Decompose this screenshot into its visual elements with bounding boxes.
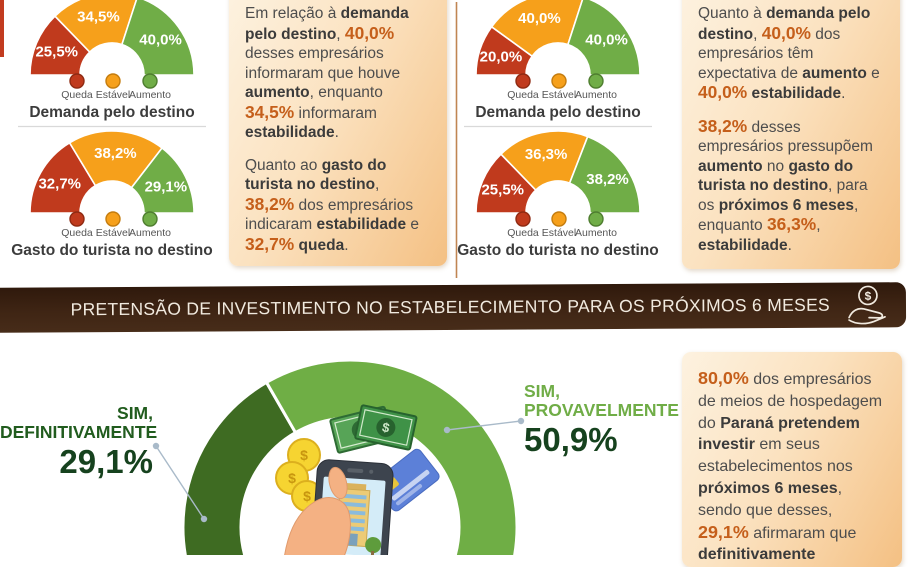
- donut-segment-definitivamente: [181, 380, 298, 555]
- paragraph-demanda-expectativa: Quanto à demanda pelo destino, 40,0% dos…: [698, 5, 880, 102]
- gauge-title: Gasto do turista no destino: [11, 242, 213, 259]
- gauge-value-label: 25,5%: [481, 182, 524, 199]
- svg-text:$: $: [303, 488, 311, 504]
- gauge-segment-estável: [68, 130, 164, 189]
- svg-text:$: $: [288, 470, 296, 486]
- section-banner: PRETENSÃO DE INVESTIMENTO NO ESTABELECIM…: [0, 282, 907, 333]
- gauge-segment-aumento: [566, 0, 641, 76]
- money-hand-icon: $: [848, 285, 886, 324]
- legend-dot-aumento: [588, 211, 604, 227]
- callout-line: SIM,: [117, 403, 153, 423]
- gauge-segment-estável: [490, 0, 584, 58]
- gauge-value-label: 36,3%: [525, 146, 568, 163]
- legend-dot-queda: [515, 211, 531, 227]
- legend-label: Queda: [61, 227, 93, 239]
- callout-line: DEFINITIVAMENTE: [0, 422, 158, 442]
- legend-dot-estável: [551, 73, 567, 89]
- gauge-value-label: 25,5%: [35, 44, 78, 61]
- gauge-segment-estável: [499, 130, 589, 192]
- legend-label: Estável: [542, 89, 576, 101]
- gauge-value-label: 29,1%: [145, 179, 188, 196]
- hand-icon: [284, 466, 351, 555]
- paragraph-investimento: 80,0% dos empresários de meios de hosped…: [698, 368, 883, 564]
- callout-line: SIM,: [524, 381, 560, 401]
- legend-label: Estável: [96, 89, 130, 101]
- summary-box-investimento: 80,0% dos empresários de meios de hosped…: [682, 352, 902, 567]
- money-bills-icon: $ $: [329, 404, 418, 454]
- legend-dot-aumento: [142, 211, 158, 227]
- legend-label: Aumento: [129, 89, 171, 101]
- label-sim-definitivamente: SIM, DEFINITIVAMENTE 29,1%: [0, 403, 158, 480]
- gauge-value-label: 38,2%: [94, 145, 137, 162]
- gauge-segment-estável: [53, 0, 138, 54]
- svg-text:$: $: [381, 419, 392, 435]
- label-sim-provavelmente: SIM, PROVAVELMENTE 50,9%: [524, 382, 724, 457]
- investment-illustration: $ $ $ $ $: [275, 404, 440, 555]
- legend-label: Aumento: [575, 227, 617, 239]
- legend-dot-queda: [515, 73, 531, 89]
- callout-value: 29,1%: [59, 443, 153, 480]
- legend-dot-aumento: [588, 73, 604, 89]
- gauge-title: Gasto do turista no destino: [457, 242, 659, 259]
- legend-dot-estável: [105, 211, 121, 227]
- legend-label: Queda: [61, 89, 93, 101]
- gauge-title: Demanda pelo destino: [29, 104, 194, 121]
- cropped-edge-artifact: [0, 0, 4, 57]
- gauge-value-label: 40,0%: [139, 32, 182, 49]
- summary-box-expectativa: Quanto à demanda pelo destino, 40,0% dos…: [682, 0, 900, 269]
- gauge-value-label: 34,5%: [77, 9, 120, 26]
- gauge-segment-queda: [29, 141, 97, 214]
- legend-label: Estável: [96, 227, 130, 239]
- callout-line: PROVAVELMENTE: [524, 400, 679, 420]
- legend-dot-estável: [105, 73, 121, 89]
- leader-line-provavelmente: [443, 417, 525, 434]
- gauge-value-label: 40,0%: [518, 10, 561, 27]
- summary-box-current: Em relação à demanda pelo destino, 40,0%…: [229, 0, 447, 266]
- legend-label: Aumento: [129, 227, 171, 239]
- legend-dot-queda: [69, 211, 85, 227]
- legend-label: Estável: [542, 227, 576, 239]
- legend-dot-queda: [69, 73, 85, 89]
- gauge-segment-aumento: [130, 146, 195, 214]
- gauges-panel: 25,5%34,5%40,0%Queda EstávelAumentoDemand…: [0, 0, 659, 278]
- legend-dot-aumento: [142, 73, 158, 89]
- coins-icon: $ $ $: [275, 438, 323, 512]
- investment-donut-chart: $ $ $ $ $: [152, 358, 525, 555]
- paragraph-gasto-expectativa: 38,2% desses empresários pressupõem aume…: [698, 115, 873, 254]
- gauge-title: Demanda pelo destino: [475, 104, 640, 121]
- gauge-segment-aumento: [568, 135, 641, 214]
- legend-dot-estável: [551, 211, 567, 227]
- callout-value: 50,9%: [524, 421, 618, 458]
- gauge-segment-aumento: [120, 0, 195, 76]
- svg-text:$: $: [865, 288, 872, 302]
- gauge-value-label: 32,7%: [38, 176, 81, 193]
- leader-line-definitivamente: [152, 442, 208, 523]
- legend-label: Queda: [507, 227, 539, 239]
- legend-label: Aumento: [575, 89, 617, 101]
- gauge-value-label: 20,0%: [480, 48, 523, 65]
- paragraph-demanda-atual: Em relação à demanda pelo destino, 40,0%…: [245, 5, 409, 141]
- section-title: PRETENSÃO DE INVESTIMENTO NO ESTABELECIM…: [70, 294, 831, 320]
- gauge-value-label: 38,2%: [586, 171, 629, 188]
- paragraph-gasto-atual: Quanto ao gasto do turista no destino, 3…: [245, 156, 420, 254]
- legend-label: Queda: [507, 89, 539, 101]
- svg-text:$: $: [300, 447, 308, 463]
- gauge-value-label: 40,0%: [585, 32, 628, 49]
